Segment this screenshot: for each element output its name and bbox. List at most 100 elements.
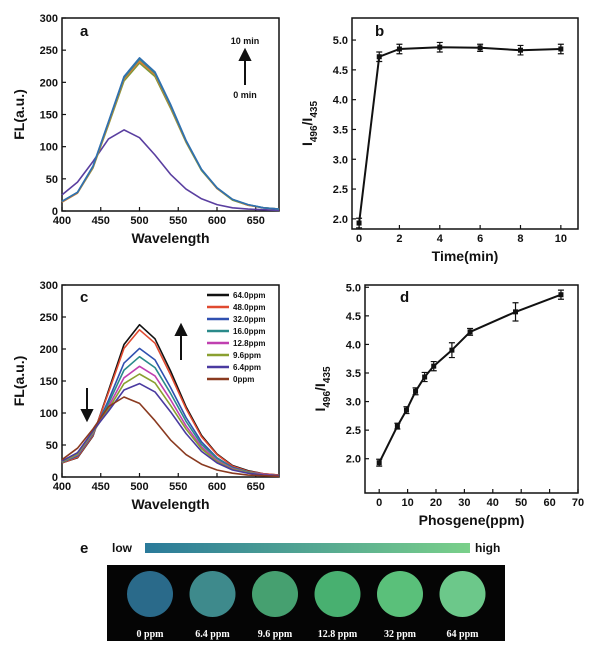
samples: 0 ppm 6.4 ppm 9.6 ppm 12.8 ppm 32 ppm 64 ppm: [127, 571, 486, 640]
y-tick-label: 5.0: [346, 282, 361, 294]
y-tick-label: 2.5: [346, 425, 361, 437]
y-axis-label: I496/I435: [299, 101, 320, 146]
x-tick-label: 550: [169, 481, 187, 493]
photo-strip: [107, 565, 505, 641]
y-tick-label: 2.0: [333, 214, 348, 226]
x-tick-label: 70: [572, 497, 584, 509]
y-tick-label: 0: [52, 472, 58, 484]
plot-frame: [61, 17, 280, 212]
legend-label: 6.4ppm: [233, 363, 261, 372]
x-tick-label: 0: [356, 233, 362, 245]
y-tick-label: 100: [40, 408, 58, 420]
y-tick-label: 200: [40, 77, 58, 89]
panel-label: a: [80, 23, 89, 40]
x-tick-label: 400: [53, 215, 71, 227]
y-tick-label: 3.5: [346, 368, 361, 380]
x-tick-label: 4: [437, 233, 444, 245]
series-line: [358, 46, 561, 224]
sample-label: 9.6 ppm: [258, 629, 293, 640]
y-axis-label-part: 435: [309, 101, 320, 118]
sample-label: 12.8 ppm: [318, 629, 358, 640]
y-axis-label-part: /I: [312, 383, 328, 391]
y-tick-label: 250: [40, 312, 58, 324]
y-tick-label: 50: [46, 440, 58, 452]
annotation: 10 min: [231, 36, 260, 46]
x-tick-label: 550: [169, 215, 187, 227]
legend-label: 32.0ppm: [233, 315, 265, 324]
data-point: [477, 45, 483, 51]
data-point: [431, 363, 437, 369]
x-tick-label: 10: [401, 497, 413, 509]
y-tick-label: 250: [40, 45, 58, 57]
data-point: [513, 309, 519, 315]
legend-label: 48.0ppm: [233, 303, 265, 312]
y-axis-label-part: /I: [299, 118, 315, 126]
y-tick-label: 4.5: [346, 311, 361, 323]
legend-label: 16.0ppm: [233, 327, 265, 336]
x-tick-label: 50: [515, 497, 527, 509]
data-point: [376, 460, 382, 466]
y-axis-label-part: 435: [322, 366, 333, 383]
series-line: [61, 129, 280, 212]
arrows: [80, 47, 252, 423]
x-tick-label: 450: [92, 215, 110, 227]
annotation: 0 min: [233, 90, 257, 100]
series-line: [61, 62, 280, 210]
y-tick-label: 50: [46, 174, 58, 186]
data-point: [558, 46, 564, 52]
y-tick-label: 3.0: [346, 397, 361, 409]
series-line: [61, 60, 280, 210]
data-point: [403, 407, 409, 413]
data-point: [449, 347, 455, 353]
data-point: [376, 54, 382, 60]
series-line: [61, 373, 280, 477]
sample-spot: [127, 571, 173, 617]
series-line: [61, 58, 280, 210]
scale-high: high: [475, 541, 500, 555]
x-axis-label: Wavelength: [131, 230, 209, 246]
legend-label: 12.8ppm: [233, 339, 265, 348]
x-tick-label: 30: [458, 497, 470, 509]
y-tick-label: 200: [40, 344, 58, 356]
x-tick-label: 500: [130, 481, 148, 493]
x-tick-label: 0: [376, 497, 382, 509]
x-tick-label: 60: [543, 497, 555, 509]
x-axis-label: Time(min): [432, 248, 499, 264]
data-point: [422, 374, 428, 380]
sample-label: 64 ppm: [447, 629, 480, 640]
color-scale: [145, 543, 470, 553]
x-tick-label: 500: [130, 215, 148, 227]
sample-label: 0 ppm: [137, 629, 165, 640]
sample-spot: [314, 571, 361, 617]
y-axis-label: FL(a.u.): [11, 356, 27, 407]
x-tick-label: 2: [396, 233, 402, 245]
x-tick-label: 8: [517, 233, 523, 245]
data-point: [413, 388, 419, 394]
data-point: [396, 46, 402, 52]
sample-spot: [252, 571, 298, 617]
y-tick-label: 0: [52, 206, 58, 218]
sample-label: 6.4 ppm: [195, 629, 230, 640]
data-point: [517, 47, 523, 53]
x-tick-label: 6: [477, 233, 483, 245]
sample-spot: [439, 571, 486, 617]
legend-label: 0ppm: [233, 375, 254, 384]
sample-label: 32 ppm: [384, 629, 417, 640]
y-tick-label: 100: [40, 142, 58, 154]
y-tick-label: 3.5: [333, 124, 348, 136]
y-axis-label: FL(a.u.): [11, 89, 27, 140]
data-point: [467, 329, 473, 335]
y-axis-label-part: 496: [322, 391, 333, 408]
data-point: [437, 44, 443, 50]
scale-low: low: [112, 541, 133, 555]
panel-label: b: [375, 23, 384, 40]
y-tick-label: 3.0: [333, 154, 348, 166]
y-axis-label-part: I: [299, 142, 315, 146]
x-tick-label: 40: [487, 497, 499, 509]
legend-label: 64.0ppm: [233, 291, 265, 300]
x-tick-label: 400: [53, 481, 71, 493]
data-point: [558, 292, 564, 298]
x-tick-label: 600: [208, 481, 226, 493]
series-line: [61, 396, 280, 478]
